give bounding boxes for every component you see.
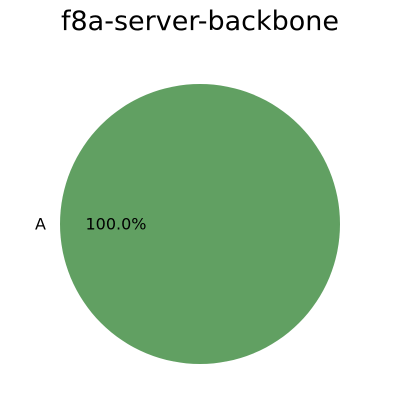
chart-title: f8a-server-backbone xyxy=(61,6,339,37)
pie-slices xyxy=(60,84,340,364)
pie-slice-A xyxy=(60,84,340,364)
pie-labels: A 100.0% xyxy=(35,215,146,234)
percent-label-A: 100.0% xyxy=(85,215,146,234)
slice-label-A: A xyxy=(35,215,46,234)
